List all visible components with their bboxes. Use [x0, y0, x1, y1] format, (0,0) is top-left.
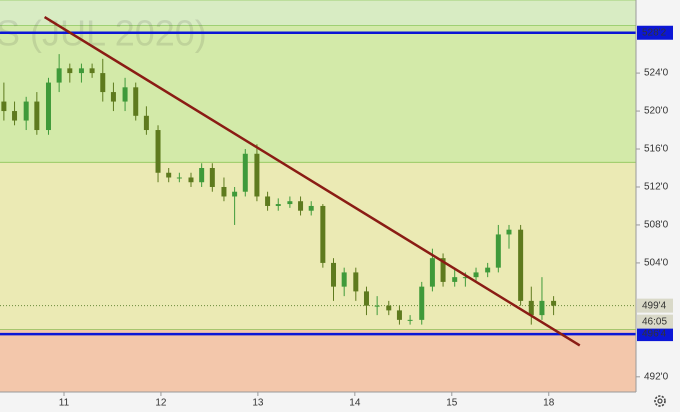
candle-body	[155, 130, 161, 173]
y-tick-label: 524'0	[644, 68, 669, 79]
x-tick-label: 12	[155, 398, 167, 409]
candle-body	[110, 92, 116, 102]
zone	[0, 25, 636, 163]
candle-body	[495, 234, 501, 268]
level-label-box	[637, 25, 673, 40]
candle-body	[209, 168, 215, 187]
candle-body	[320, 205, 326, 263]
candle-body	[452, 277, 458, 282]
candle-body	[143, 115, 149, 131]
candle-body	[221, 186, 227, 197]
candle-body	[188, 177, 194, 183]
candle-body	[462, 277, 468, 279]
candle-body	[232, 191, 238, 197]
y-tick-label: 512'0	[644, 182, 669, 193]
candle-body	[485, 267, 491, 273]
candle-body	[363, 291, 369, 306]
gear	[654, 395, 666, 407]
candle-body	[374, 305, 380, 307]
candle-body	[429, 258, 435, 287]
candle-body	[506, 229, 512, 235]
y-tick-label: 508'0	[644, 220, 669, 231]
settings-icon[interactable]	[654, 395, 666, 407]
candle-body	[199, 168, 205, 183]
candle-body	[254, 153, 260, 197]
candle-body	[242, 153, 248, 192]
plot: ES (JUL 2020)	[0, 0, 636, 392]
candle-body	[89, 68, 95, 74]
candle-body	[275, 204, 281, 206]
candle-body	[100, 73, 106, 93]
last-price-label-box	[637, 298, 673, 313]
candle-body	[353, 272, 359, 292]
x-tick-label: 18	[543, 398, 555, 409]
candle-body	[298, 201, 304, 211]
countdown-box	[637, 314, 673, 329]
last-price-label: 499'4	[642, 300, 667, 311]
candle-body	[133, 87, 139, 116]
x-tick-label: 11	[59, 398, 70, 409]
candle-body	[1, 101, 7, 112]
zone	[0, 329, 636, 392]
x-axis-bg	[0, 392, 680, 412]
candle-body	[539, 300, 545, 316]
candle-body	[331, 262, 337, 287]
y-axis-bg	[636, 0, 680, 412]
candle-body	[473, 272, 479, 278]
candle-body	[56, 68, 62, 83]
candle-body	[287, 201, 293, 205]
candle-body	[551, 300, 557, 306]
countdown: 46:05	[642, 316, 667, 327]
candle-body	[122, 87, 128, 102]
candle-body	[34, 101, 40, 131]
y-tick-label: 492'0	[644, 371, 669, 382]
candle-body	[518, 229, 524, 301]
candle-body	[166, 172, 172, 178]
candle-body	[308, 205, 314, 211]
y-tick-label: 520'0	[644, 106, 669, 117]
candle-body	[528, 300, 534, 316]
candle-body	[419, 286, 425, 320]
gear-hole	[657, 398, 663, 404]
x-tick-label: 14	[349, 398, 361, 409]
level-label: 496'4	[642, 329, 667, 340]
candle-body	[396, 310, 402, 320]
y-tick-label: 516'0	[644, 144, 669, 155]
y-tick-label: 504'0	[644, 258, 669, 269]
trendline	[43, 16, 581, 347]
level-label-box	[637, 327, 673, 342]
candle-body	[23, 101, 29, 121]
candle-body	[12, 111, 18, 121]
candle-body	[407, 319, 413, 321]
candle-body	[341, 272, 347, 287]
candle-body	[67, 68, 73, 74]
candle-body	[176, 177, 182, 179]
x-tick-label: 13	[252, 398, 264, 409]
candle-body	[265, 196, 271, 206]
candle-body	[440, 258, 446, 282]
level-label: 528'2	[642, 27, 667, 38]
x-tick-label: 15	[446, 398, 458, 409]
candle-body	[45, 82, 51, 131]
candle-body	[386, 305, 392, 311]
zone	[0, 0, 636, 26]
candle-body	[78, 68, 84, 74]
